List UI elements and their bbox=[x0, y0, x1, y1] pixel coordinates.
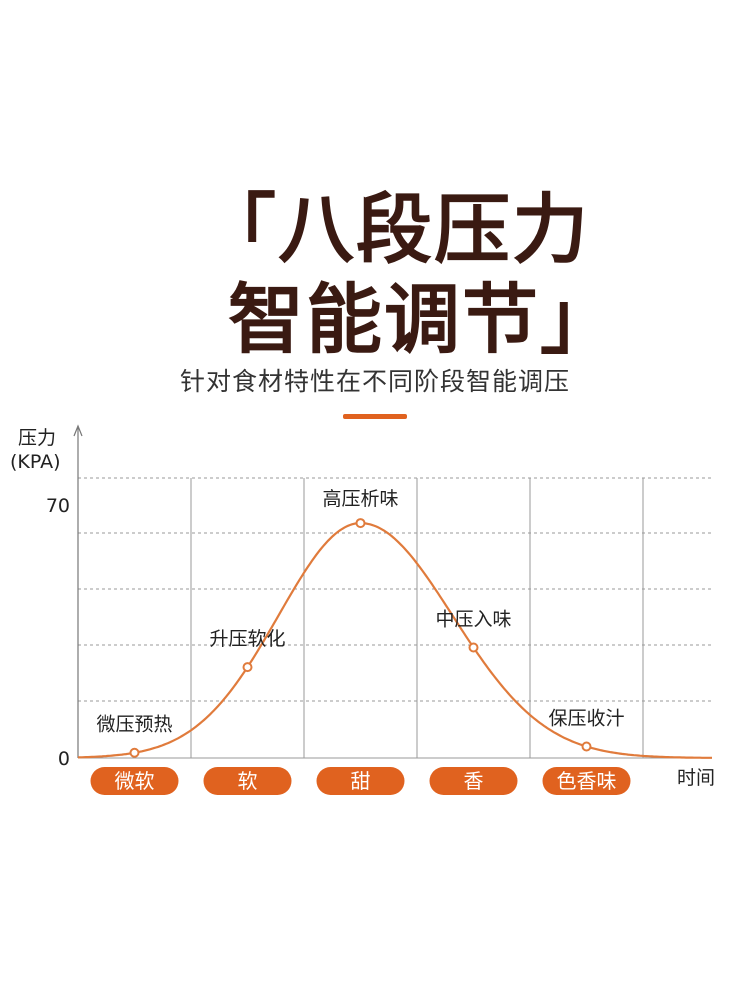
annotation-label: 微压预热 bbox=[96, 714, 172, 736]
accent-divider bbox=[343, 414, 407, 419]
section-pill-label: 微软 bbox=[115, 769, 155, 793]
section-pill bbox=[429, 767, 518, 795]
section-pill-label: 软 bbox=[238, 769, 258, 793]
curve-point-marker bbox=[468, 642, 479, 653]
section-pill bbox=[203, 767, 292, 795]
y-tick-label: 70 bbox=[46, 495, 70, 517]
x-axis-label: 时间 bbox=[677, 767, 715, 789]
annotation-label: 保压收汁 bbox=[548, 708, 624, 730]
curve-point-marker bbox=[355, 518, 366, 529]
section-pill-label: 香 bbox=[464, 769, 484, 793]
y-axis-arrow bbox=[73, 424, 83, 437]
annotation-label: 升压软化 bbox=[209, 628, 285, 650]
curve-point-marker bbox=[581, 741, 592, 752]
pressure-curve bbox=[77, 522, 712, 759]
grid-layer bbox=[78, 477, 712, 758]
section-pill bbox=[542, 767, 631, 795]
curve-point-marker bbox=[129, 747, 140, 758]
y-axis-label-line-2: (KPA) bbox=[10, 451, 61, 473]
section-pill-label: 甜 bbox=[351, 769, 371, 793]
y-tick-label: 0 bbox=[58, 748, 70, 770]
y-axis-label-line-1: 压力 bbox=[18, 427, 56, 449]
axis-layer: 压力 (KPA) 时间 0 70 bbox=[10, 424, 715, 789]
section-pill bbox=[316, 767, 405, 795]
section-pills: 微软 软 甜 香 色香味 bbox=[90, 767, 631, 795]
subtitle: 针对食材特性在不同阶段智能调压 bbox=[179, 367, 570, 396]
curve-layer bbox=[77, 522, 712, 759]
curve-point-marker bbox=[242, 662, 253, 673]
headline-line-2: 智能调节」 bbox=[228, 275, 618, 364]
section-pill bbox=[90, 767, 179, 795]
annotation-label: 高压析味 bbox=[322, 488, 398, 510]
annotation-label: 中压入味 bbox=[435, 609, 511, 631]
headline-line-1: 「八段压力 bbox=[200, 185, 590, 274]
section-pill-label: 色香味 bbox=[557, 769, 617, 793]
